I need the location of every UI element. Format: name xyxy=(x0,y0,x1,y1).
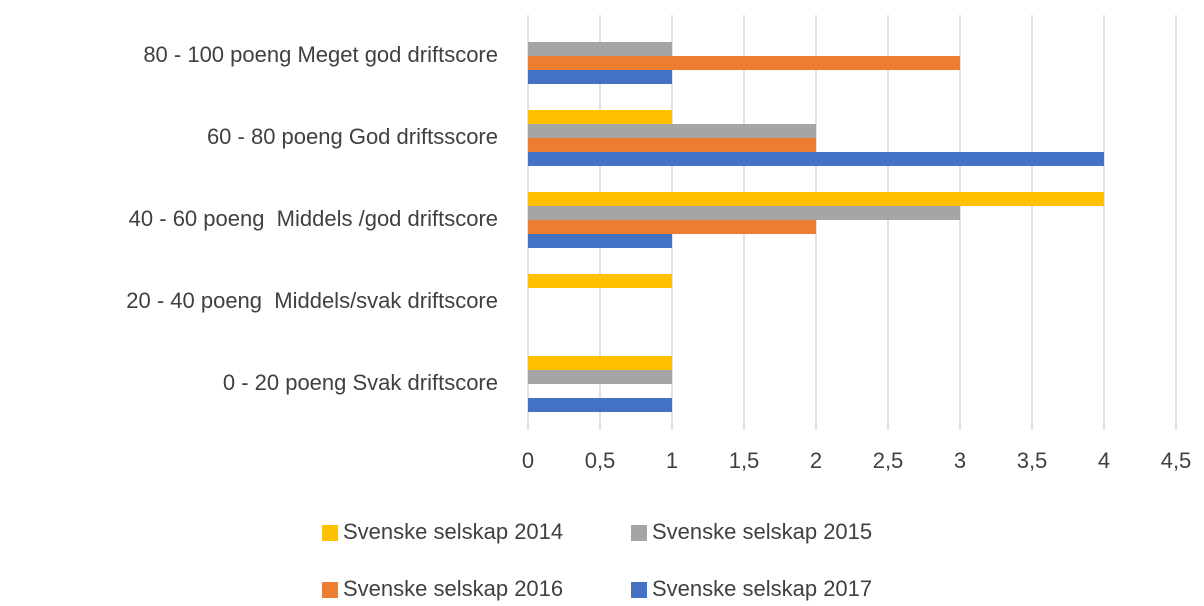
bar xyxy=(528,110,672,124)
x-tick-label: 2 xyxy=(810,448,822,473)
x-tick-label: 4,5 xyxy=(1161,448,1192,473)
bar xyxy=(528,56,960,70)
bar xyxy=(528,356,672,370)
y-tick-label: 0 - 20 poeng Svak driftscore xyxy=(223,370,498,395)
legend-swatch xyxy=(631,582,647,598)
legend-swatch xyxy=(322,525,338,541)
x-tick-label: 1 xyxy=(666,448,678,473)
legend-label: Svenske selskap 2017 xyxy=(652,576,872,601)
bar xyxy=(528,124,816,138)
legend-swatch xyxy=(322,582,338,598)
x-tick-label: 4 xyxy=(1098,448,1110,473)
bar xyxy=(528,42,672,56)
legend-label: Svenske selskap 2015 xyxy=(652,519,872,544)
bar xyxy=(528,274,672,288)
x-tick-label: 0,5 xyxy=(585,448,616,473)
bar xyxy=(528,398,672,412)
bar xyxy=(528,370,672,384)
y-tick-label: 20 - 40 poeng Middels/svak driftscore xyxy=(126,288,498,313)
x-tick-label: 3,5 xyxy=(1017,448,1048,473)
bar xyxy=(528,234,672,248)
bar xyxy=(528,206,960,220)
legend-label: Svenske selskap 2016 xyxy=(343,576,563,601)
x-tick-label: 2,5 xyxy=(873,448,904,473)
bar xyxy=(528,70,672,84)
y-tick-label: 80 - 100 poeng Meget god driftscore xyxy=(143,42,498,67)
bar xyxy=(528,152,1104,166)
y-tick-label: 60 - 80 poeng God driftsscore xyxy=(207,124,498,149)
x-tick-label: 3 xyxy=(954,448,966,473)
legend-label: Svenske selskap 2014 xyxy=(343,519,563,544)
x-tick-label: 1,5 xyxy=(729,448,760,473)
bar xyxy=(528,192,1104,206)
legend-swatch xyxy=(631,525,647,541)
bar xyxy=(528,138,816,152)
bar xyxy=(528,220,816,234)
x-tick-label: 0 xyxy=(522,448,534,473)
y-tick-label: 40 - 60 poeng Middels /god driftscore xyxy=(129,206,498,231)
